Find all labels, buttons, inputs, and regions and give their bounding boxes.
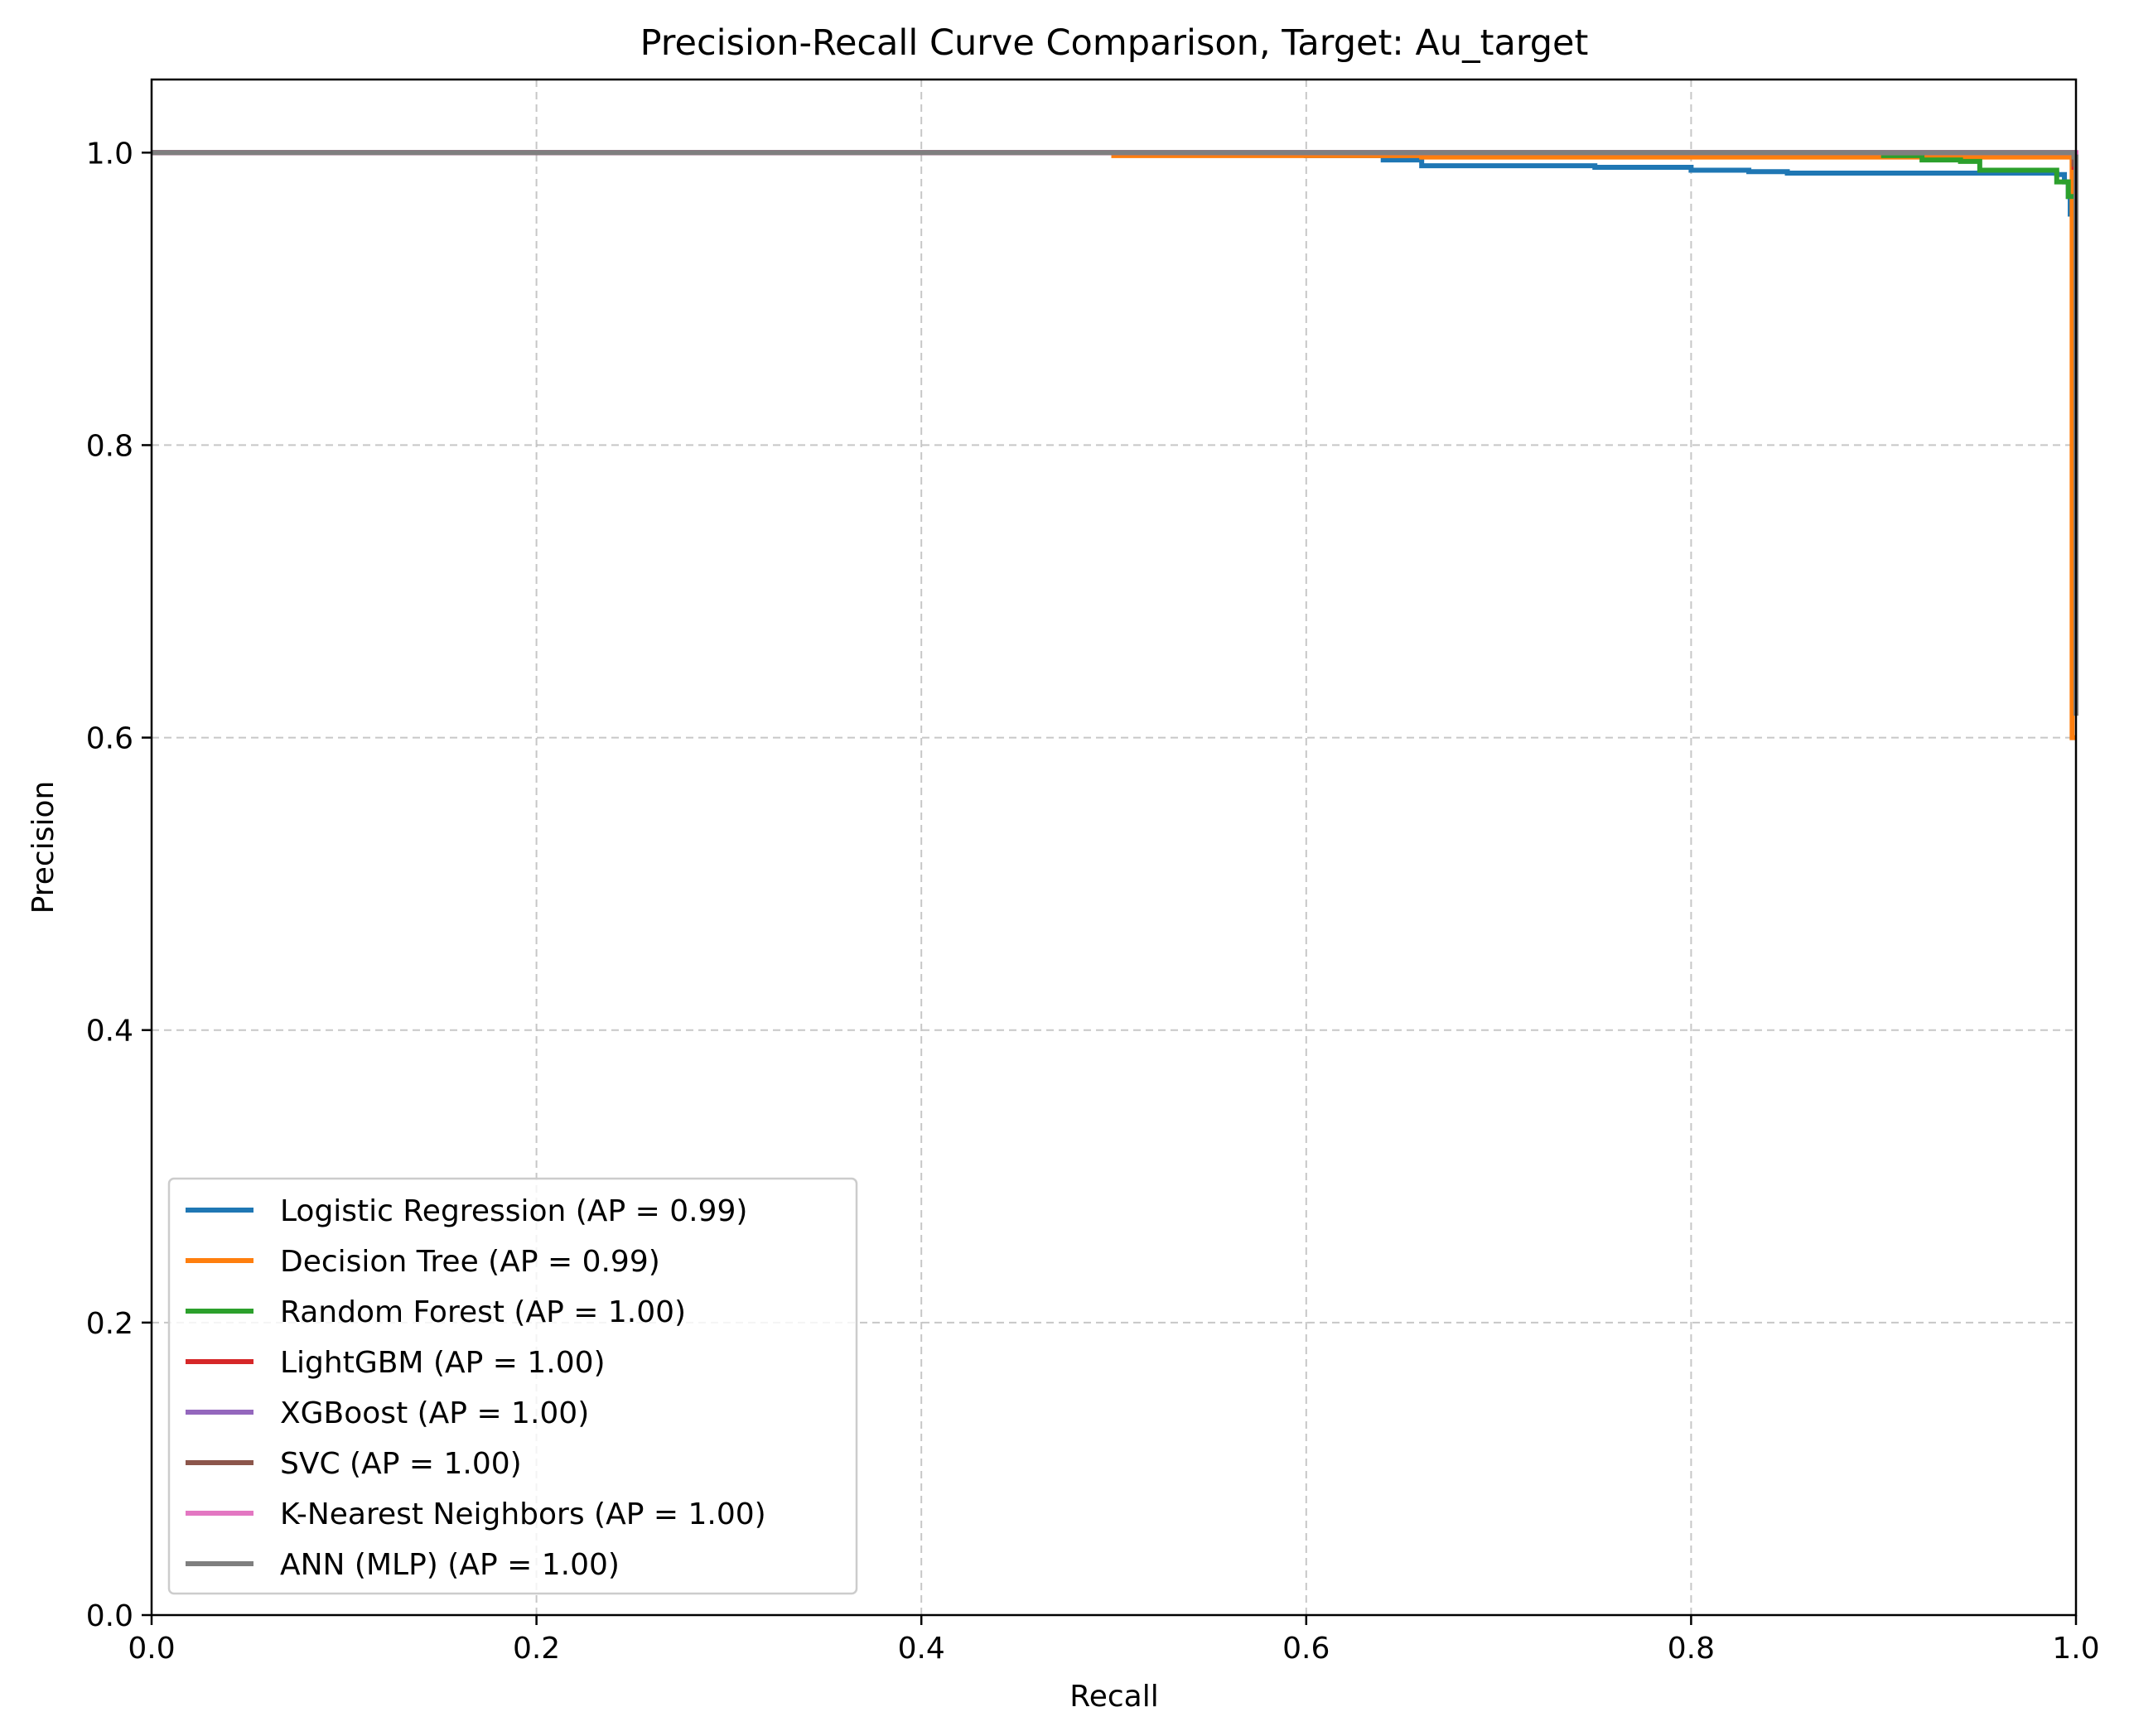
chart-title: Precision-Recall Curve Comparison, Targe… [640,22,1589,64]
y-tick-label: 0.4 [86,1015,133,1049]
legend-label-k-nearest-neighbors: K-Nearest Neighbors (AP = 1.00) [280,1497,766,1531]
x-axis-title: Recall [1069,1680,1158,1714]
legend-label-logistic-regression: Logistic Regression (AP = 0.99) [280,1194,747,1228]
legend: Logistic Regression (AP = 0.99) Decision … [167,1177,858,1595]
x-tick-label: 0.0 [128,1632,175,1666]
x-tick-label: 0.6 [1282,1632,1330,1666]
legend-label-ann-mlp: ANN (MLP) (AP = 1.00) [280,1548,620,1582]
y-tick-label: 0.8 [86,429,133,463]
legend-label-lightgbm: LightGBM (AP = 1.00) [280,1346,606,1380]
x-tick-label: 0.2 [513,1632,560,1666]
legend-label-svc: SVC (AP = 1.00) [280,1447,522,1481]
legend-label-xgboost: XGBoost (AP = 1.00) [280,1396,589,1430]
y-tick-label: 0.6 [86,722,133,756]
y-axis-title: Precision [27,781,60,914]
legend-box [167,1177,858,1595]
plot-frame [150,78,2078,1617]
x-tick-label: 1.0 [2052,1632,2099,1666]
legend-label-random-forest: Random Forest (AP = 1.00) [280,1295,686,1329]
x-tick-label: 0.4 [898,1632,945,1666]
legend-label-decision-tree: Decision Tree (AP = 0.99) [280,1245,660,1279]
y-tick-label: 0.0 [86,1599,133,1633]
y-tick-label: 0.2 [86,1307,133,1341]
x-tick-label: 0.8 [1668,1632,1715,1666]
y-tick-label: 1.0 [86,137,133,171]
axis-ticks: 0.0 0.2 0.4 0.6 0.8 1.0 0.0 0.2 0.4 0.6 0.8 1.0 [86,137,2100,1666]
